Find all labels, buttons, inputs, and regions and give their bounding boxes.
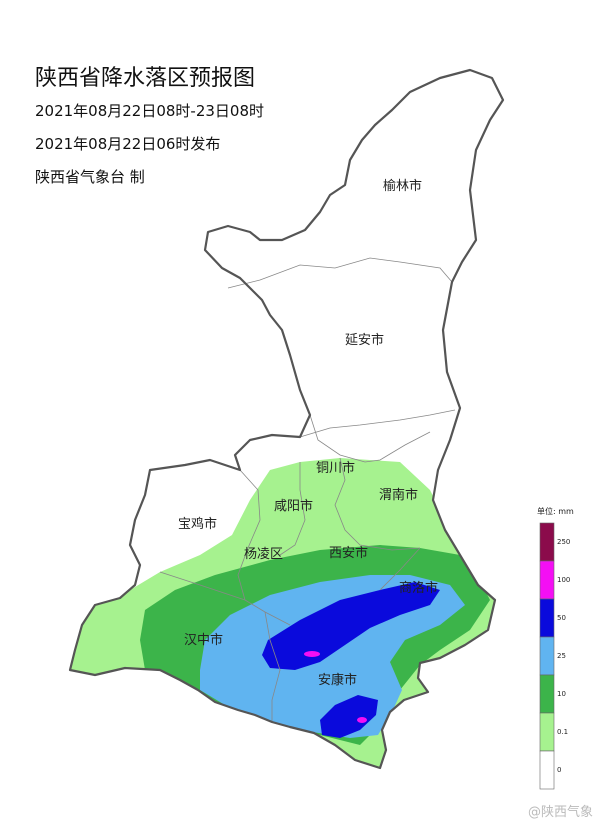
rain-area-storm-north <box>262 582 440 670</box>
city-label-yulin: 榆林市 <box>383 178 422 194</box>
legend-swatch <box>539 636 555 676</box>
forecast-period: 2021年08月22日08时-23日08时 <box>35 102 265 120</box>
legend-swatch <box>539 674 555 714</box>
city-label-xianyang: 咸阳市 <box>274 498 313 514</box>
legend-tick-label: 50 <box>557 614 566 622</box>
city-label-hanzhong: 汉中市 <box>184 632 223 648</box>
city-labels: 榆林市 延安市 铜川市 咸阳市 渭南市 宝鸡市 杨凌区 西安市 商洛市 汉中市 … <box>178 178 438 688</box>
legend-swatch <box>539 750 555 790</box>
city-label-weinan: 渭南市 <box>379 487 418 503</box>
rain-core-north <box>304 651 320 657</box>
city-label-shangluo: 商洛市 <box>399 580 438 596</box>
city-label-tongchuan: 铜川市 <box>316 460 355 476</box>
legend-tick-label: 0 <box>557 766 561 774</box>
province-border <box>68 68 505 770</box>
map-title: 陕西省降水落区预报图 <box>35 66 256 91</box>
rain-area-storm-south <box>320 695 378 738</box>
producer: 陕西省气象台 制 <box>35 168 145 186</box>
legend-swatch <box>539 560 555 600</box>
legend: 单位: mm 250 100 50 25 10 0.1 0 <box>537 506 574 790</box>
legend-ticks: 250 100 50 25 10 0.1 0 <box>557 538 570 774</box>
legend-tick-label: 100 <box>557 576 570 584</box>
legend-tick-label: 250 <box>557 538 570 546</box>
city-label-xian: 西安市 <box>329 545 368 561</box>
watermark: @陕西气象 <box>527 805 593 820</box>
legend-tick-label: 25 <box>557 652 566 660</box>
city-label-yangling: 杨凌区 <box>244 547 283 562</box>
legend-swatch <box>539 598 555 638</box>
rain-core-south <box>357 717 367 723</box>
issue-time: 2021年08月22日06时发布 <box>35 135 221 153</box>
legend-color-bar <box>539 522 555 790</box>
legend-unit: 单位: mm <box>537 506 574 516</box>
city-label-baoji: 宝鸡市 <box>178 516 217 532</box>
legend-tick-label: 0.1 <box>557 728 568 736</box>
city-label-yanan: 延安市 <box>345 332 384 348</box>
rain-area-heavy <box>200 575 465 738</box>
legend-swatch <box>539 522 555 562</box>
city-label-ankang: 安康市 <box>318 672 357 688</box>
legend-tick-label: 10 <box>557 690 566 698</box>
legend-swatch <box>539 712 555 752</box>
city-boundaries <box>159 257 456 722</box>
